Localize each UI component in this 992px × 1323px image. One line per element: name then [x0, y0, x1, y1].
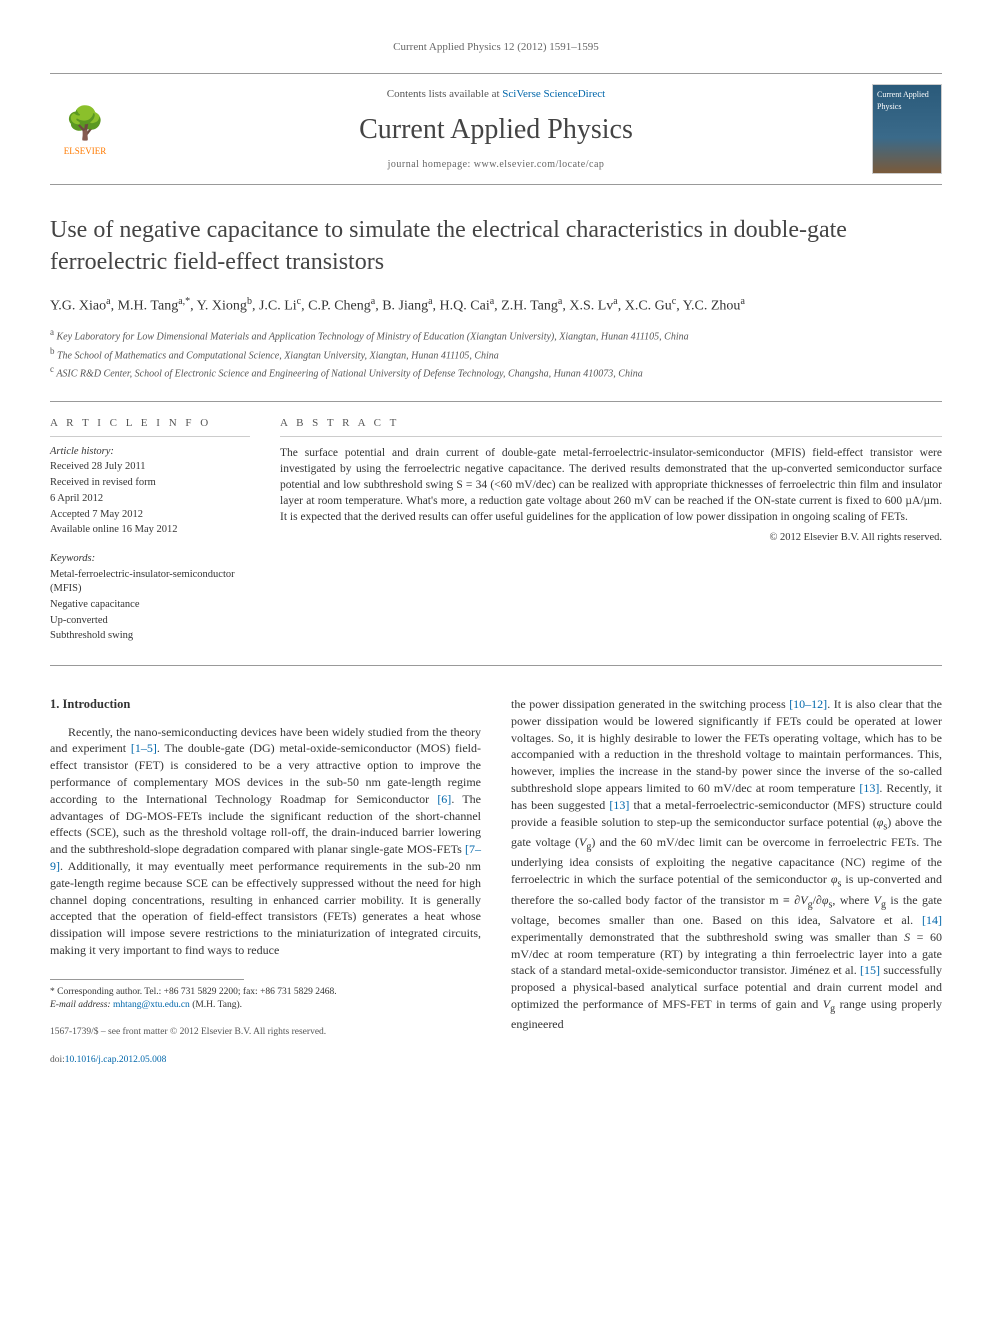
history-item: Accepted 7 May 2012: [50, 508, 250, 523]
citation-link[interactable]: [1–5]: [131, 741, 157, 755]
corresponding-author-footnote: * Corresponding author. Tel.: +86 731 58…: [50, 986, 481, 1013]
sciencedirect-link[interactable]: SciVerse ScienceDirect: [502, 88, 605, 100]
article-info: A R T I C L E I N F O Article history: R…: [50, 416, 250, 645]
email-who: (M.H. Tang).: [190, 1000, 242, 1010]
column-left: 1. Introduction Recently, the nano-semic…: [50, 696, 481, 1067]
body-paragraph: Recently, the nano-semiconducting device…: [50, 724, 481, 959]
contents-prefix: Contents lists available at: [387, 88, 502, 100]
affil-text: ASIC R&D Center, School of Electronic Sc…: [56, 368, 642, 379]
keywords-label: Keywords:: [50, 552, 250, 567]
keyword-item: Up-converted: [50, 614, 250, 629]
masthead: 🌳 ELSEVIER Contents lists available at S…: [50, 73, 942, 185]
affil-sup: a: [50, 327, 54, 337]
affiliation-c: c ASIC R&D Center, School of Electronic …: [50, 363, 942, 381]
abstract-copyright: © 2012 Elsevier B.V. All rights reserved…: [280, 531, 942, 546]
homepage-line[interactable]: journal homepage: www.elsevier.com/locat…: [140, 158, 852, 172]
publisher-name: ELSEVIER: [64, 145, 107, 158]
footnote-separator: [50, 979, 244, 980]
email-link[interactable]: mhtang@xtu.edu.cn: [113, 1000, 190, 1010]
citation-link[interactable]: [6]: [437, 792, 451, 806]
affiliations: a Key Laboratory for Low Dimensional Mat…: [50, 326, 942, 381]
footnote-corr: * Corresponding author. Tel.: +86 731 58…: [50, 986, 481, 999]
body-paragraph: the power dissipation generated in the s…: [511, 696, 942, 1033]
history-item: Available online 16 May 2012: [50, 523, 250, 538]
citation-link[interactable]: [14]: [922, 913, 942, 927]
citation-link[interactable]: [7–9]: [50, 842, 481, 873]
keyword-item: Negative capacitance: [50, 598, 250, 613]
affil-sup: c: [50, 364, 54, 374]
elsevier-logo[interactable]: 🌳 ELSEVIER: [50, 89, 120, 169]
article-title: Use of negative capacitance to simulate …: [50, 215, 942, 277]
affiliation-a: a Key Laboratory for Low Dimensional Mat…: [50, 326, 942, 344]
body-columns: 1. Introduction Recently, the nano-semic…: [50, 696, 942, 1067]
cover-label: Current Applied Physics: [877, 90, 929, 110]
masthead-center: Contents lists available at SciVerse Sci…: [140, 87, 852, 172]
history-item: Received in revised form: [50, 476, 250, 491]
history-item: 6 April 2012: [50, 492, 250, 507]
abstract-text: The surface potential and drain current …: [280, 445, 942, 525]
doi-line: doi:10.1016/j.cap.2012.05.008: [50, 1054, 481, 1067]
citation-link[interactable]: [15]: [860, 963, 880, 977]
affil-text: Key Laboratory for Low Dimensional Mater…: [57, 332, 689, 343]
history-label: Article history:: [50, 445, 250, 460]
doi-link[interactable]: 10.1016/j.cap.2012.05.008: [65, 1055, 167, 1065]
issn-line: 1567-1739/$ – see front matter © 2012 El…: [50, 1026, 481, 1039]
email-label: E-mail address:: [50, 1000, 113, 1010]
citation-link[interactable]: [10–12]: [789, 697, 827, 711]
citation-link[interactable]: [13]: [609, 798, 629, 812]
journal-cover-thumbnail[interactable]: Current Applied Physics: [872, 84, 942, 174]
affil-text: The School of Mathematics and Computatio…: [57, 350, 499, 361]
elsevier-tree-icon: 🌳: [65, 101, 105, 146]
affiliation-b: b The School of Mathematics and Computat…: [50, 345, 942, 363]
abstract-heading: A B S T R A C T: [280, 416, 942, 436]
section-heading: 1. Introduction: [50, 696, 481, 714]
journal-reference: Current Applied Physics 12 (2012) 1591–1…: [50, 40, 942, 55]
authors-list: Y.G. Xiaoa, M.H. Tanga,*, Y. Xiongb, J.C…: [50, 294, 942, 317]
history-item: Received 28 July 2011: [50, 460, 250, 475]
journal-name: Current Applied Physics: [140, 110, 852, 149]
abstract: A B S T R A C T The surface potential an…: [280, 416, 942, 645]
citation-link[interactable]: [13]: [859, 781, 879, 795]
article-info-heading: A R T I C L E I N F O: [50, 416, 250, 436]
doi-label: doi:: [50, 1055, 65, 1065]
footnote-email-line: E-mail address: mhtang@xtu.edu.cn (M.H. …: [50, 999, 481, 1012]
keyword-item: Subthreshold swing: [50, 629, 250, 644]
keyword-item: Metal-ferroelectric-insulator-semiconduc…: [50, 568, 250, 597]
contents-line: Contents lists available at SciVerse Sci…: [140, 87, 852, 102]
affil-sup: b: [50, 346, 55, 356]
column-right: the power dissipation generated in the s…: [511, 696, 942, 1067]
info-abstract-row: A R T I C L E I N F O Article history: R…: [50, 401, 942, 666]
